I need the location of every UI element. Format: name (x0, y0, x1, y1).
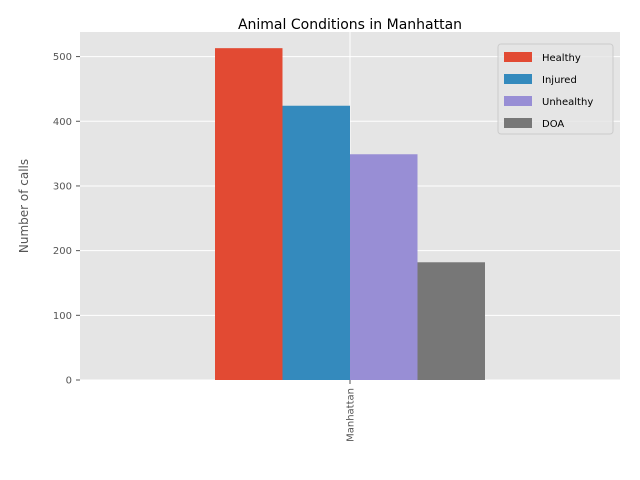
y-axis-label: Number of calls (17, 159, 31, 253)
y-tick-label: 200 (53, 246, 72, 257)
bar-injured (282, 105, 350, 380)
bar-doa (417, 262, 485, 380)
bar-healthy (215, 48, 283, 380)
y-tick-label: 300 (53, 181, 72, 192)
y-tick-label: 400 (53, 117, 72, 128)
x-axis: Manhattan (346, 380, 357, 442)
legend: Healthy Injured Unhealthy DOA (497, 43, 614, 135)
bars (215, 48, 485, 380)
legend-label-injured: Injured (542, 75, 577, 86)
x-tick-label: Manhattan (346, 388, 357, 442)
legend-swatch-doa (504, 118, 532, 128)
legend-swatch-unhealthy (504, 96, 532, 106)
legend-swatch-healthy (504, 52, 532, 62)
legend-box (497, 43, 614, 135)
y-axis: 0 100 200 300 400 500 (53, 52, 80, 387)
y-tick-label: 0 (66, 376, 72, 387)
legend-swatch-injured (504, 74, 532, 84)
y-tick-label: 100 (53, 311, 72, 322)
legend-label-healthy: Healthy (542, 53, 581, 64)
bar-unhealthy (350, 154, 418, 380)
legend-label-unhealthy: Unhealthy (542, 97, 593, 108)
legend-label-doa: DOA (542, 119, 564, 130)
chart-title: Animal Conditions in Manhattan (238, 17, 462, 33)
y-tick-label: 500 (53, 52, 72, 63)
